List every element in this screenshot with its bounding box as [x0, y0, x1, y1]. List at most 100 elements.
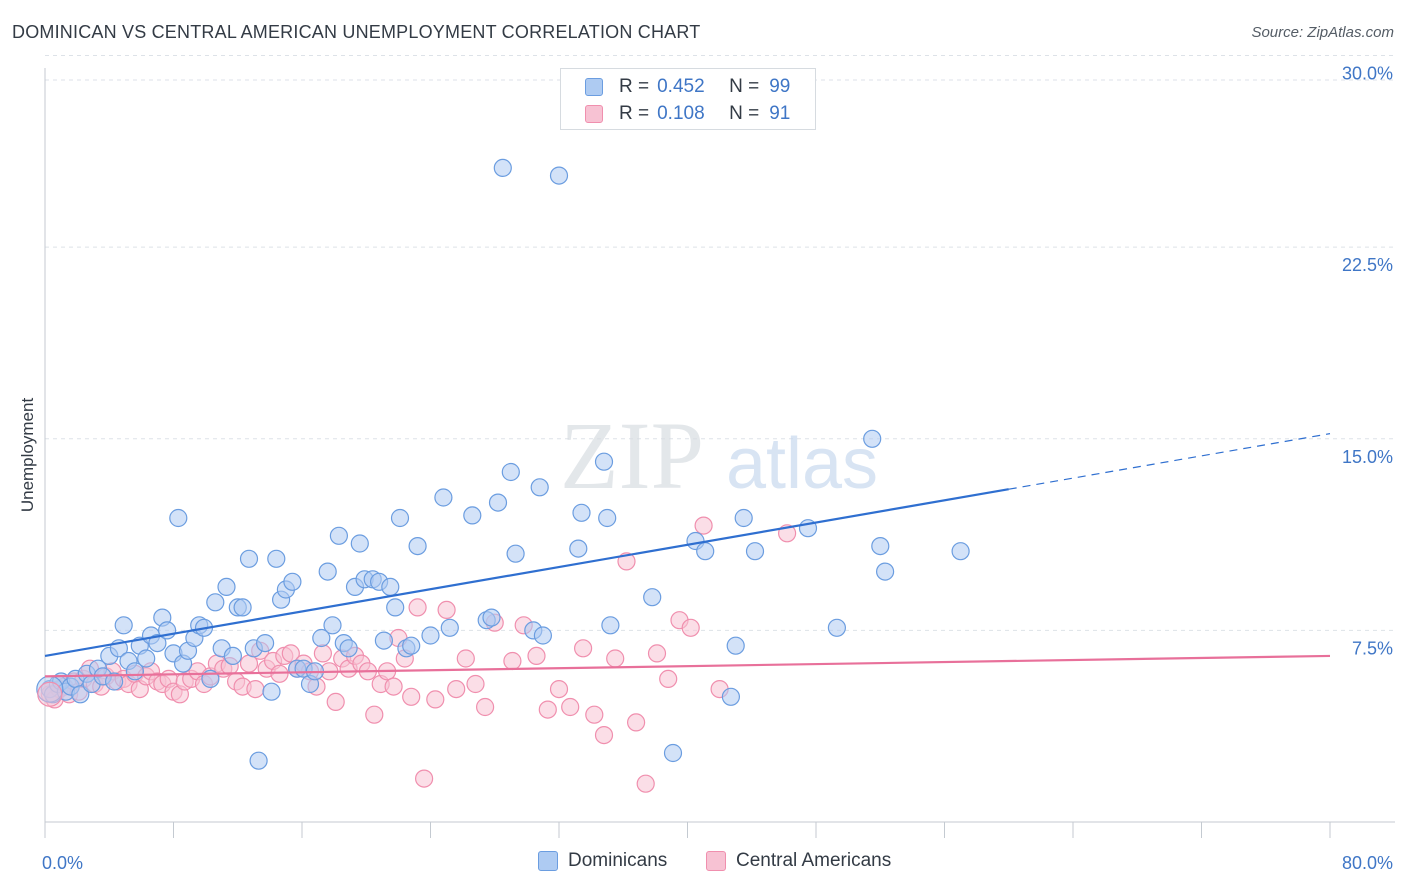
legend-label-central-americans: Central Americans	[736, 850, 892, 871]
dominican-point	[721, 687, 741, 706]
central-american-point	[476, 697, 495, 717]
correlation-legend: R = 0.452 N = 99 R = 0.108 N = 91	[560, 68, 816, 130]
central-american-point	[681, 618, 700, 637]
tick-labels: 7.5% 15.0% 22.5% 30.0% 0.0% 80.0%	[42, 64, 1393, 874]
dominican-point	[549, 166, 569, 185]
dominican-point	[572, 503, 591, 522]
watermark-atlas: atlas	[726, 424, 878, 504]
dominican-point	[827, 618, 847, 637]
dominican-point	[381, 577, 400, 597]
central-american-point	[573, 639, 593, 658]
dominican-point	[350, 534, 369, 553]
dominican-point	[390, 508, 410, 528]
central-american-point	[246, 679, 265, 699]
dominican-point	[598, 508, 617, 528]
chart-source: Source: ZipAtlas.com	[1251, 24, 1394, 41]
dominican-point	[249, 751, 268, 770]
dominican-point	[421, 626, 440, 645]
legend-swatch-central-americans	[585, 105, 603, 123]
data-points	[36, 158, 970, 793]
central-american-point	[626, 713, 646, 732]
trend-lines	[44, 433, 1331, 678]
series-legend: Dominicans Central Americans	[0, 850, 1406, 878]
dominican-point	[951, 542, 970, 561]
central-american-point	[426, 690, 445, 709]
legend-label-dominicans: Dominicans	[568, 850, 668, 871]
dominican-point	[871, 536, 890, 556]
central-american-point	[466, 674, 485, 694]
dominican-point	[239, 549, 259, 568]
dominican-point	[434, 488, 453, 507]
legend-swatch-central-americans	[706, 851, 726, 871]
dominican-point	[283, 572, 302, 591]
dominican-point	[267, 549, 286, 568]
x-tick-label: 0.0%	[42, 853, 83, 873]
legend-swatch-dominicans	[538, 851, 558, 871]
central-american-point	[415, 769, 434, 788]
central-american-point	[37, 681, 63, 707]
dominican-point	[374, 631, 393, 650]
central-american-point	[549, 679, 569, 699]
legend-swatch-dominicans	[585, 78, 603, 96]
legend-n-value: 99	[769, 76, 791, 97]
central-american-point	[606, 649, 625, 668]
central-american-point	[437, 600, 456, 620]
legend-item-central-americans: Central Americans	[706, 850, 891, 872]
central-american-trend-line	[44, 654, 1331, 678]
central-american-point	[636, 774, 655, 793]
dominican-point	[482, 608, 501, 627]
central-american-point	[659, 669, 678, 689]
dominican-point	[329, 526, 348, 545]
dominican-point	[402, 636, 421, 655]
dominican-point	[696, 542, 715, 561]
dominican-point	[206, 593, 225, 612]
dominican-point	[169, 508, 188, 528]
central-american-point	[447, 679, 466, 699]
dominican-point	[488, 493, 508, 512]
chart-title: DOMINICAN VS CENTRAL AMERICAN UNEMPLOYME…	[12, 22, 701, 42]
dominican-point	[506, 544, 525, 563]
central-american-point	[594, 725, 614, 745]
central-american-point	[456, 649, 475, 668]
dominican-point	[663, 743, 683, 763]
central-american-point	[538, 700, 557, 719]
legend-n-value: 91	[769, 103, 791, 124]
watermark: ZIP atlas	[560, 402, 878, 509]
dominican-point	[643, 588, 662, 607]
legend-r-label: R =	[619, 103, 650, 124]
dominican-point	[463, 506, 482, 525]
central-american-point	[313, 644, 332, 663]
dominican-point	[137, 649, 156, 668]
central-american-point	[281, 644, 300, 663]
dominican-point	[233, 598, 252, 617]
dominican-point	[440, 618, 459, 637]
dominican-point	[501, 462, 520, 482]
central-american-point	[561, 697, 580, 717]
dominican-trend-line	[44, 488, 1009, 658]
dominican-point	[875, 562, 895, 581]
dominican-point	[262, 682, 281, 701]
central-american-point	[384, 677, 403, 696]
legend-item-dominicans: Dominicans	[538, 850, 667, 872]
dominican-point	[594, 452, 614, 471]
legend-r-value: 0.108	[657, 103, 705, 124]
dominican-point	[533, 626, 553, 645]
dominican-point	[569, 539, 588, 558]
dominican-point	[745, 542, 765, 561]
y-tick-label: 7.5%	[1352, 638, 1393, 658]
dominican-point	[408, 536, 427, 556]
legend-r-value: 0.452	[657, 76, 705, 97]
central-american-point	[402, 687, 421, 706]
dominican-point	[493, 158, 512, 177]
dominican-point	[318, 562, 337, 581]
dominican-point	[256, 633, 275, 653]
dominican-point	[217, 577, 236, 597]
dominican-point	[323, 616, 342, 635]
central-american-point	[503, 651, 522, 671]
central-american-point	[365, 705, 384, 724]
y-tick-label: 22.5%	[1342, 255, 1393, 275]
dominican-point	[734, 508, 753, 528]
dominican-point	[71, 685, 90, 704]
dominican-point	[312, 628, 331, 648]
x-tick-label: 80.0%	[1342, 853, 1393, 873]
